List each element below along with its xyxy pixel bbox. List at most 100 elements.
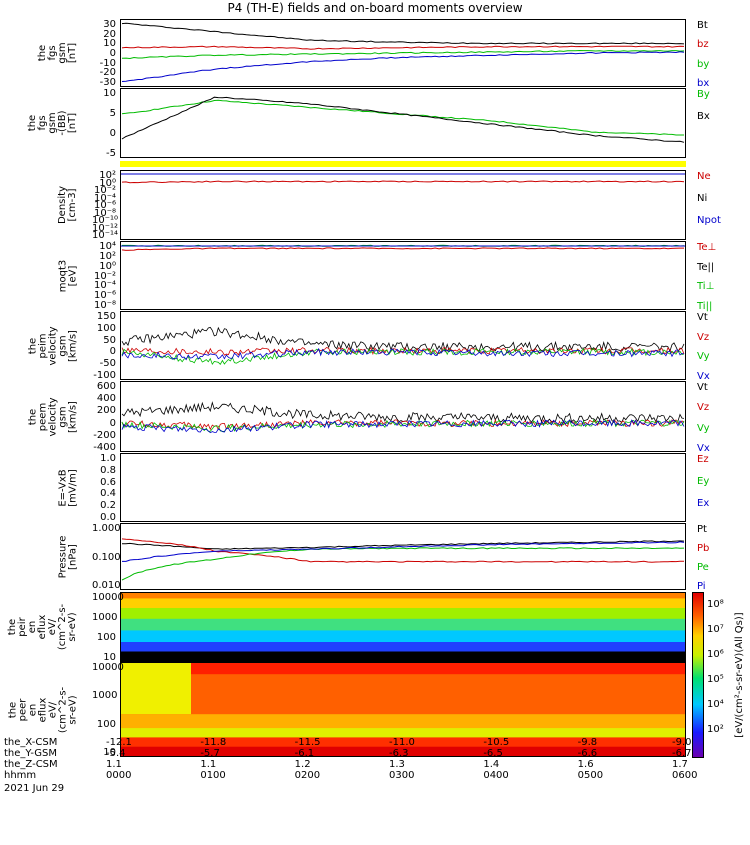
y-tick-label: 20 [103, 28, 116, 40]
y-tick-label: 10 [103, 38, 116, 50]
x-tick-label: 0600 [672, 770, 698, 781]
y-tick-label: 0.010 [92, 580, 121, 591]
panel-plot-area [121, 96, 685, 143]
y-tick-label: 10⁻² [93, 270, 116, 282]
spectrogram-band [121, 651, 685, 661]
legend-te||: Te|| [697, 261, 715, 273]
y-tick-label: 10⁻⁴ [93, 192, 116, 204]
y-tick-label: 1.0 [100, 453, 116, 464]
legend-pt: Pt [697, 524, 707, 535]
y-axis-label: E=-VxB [mV/m] [57, 468, 78, 507]
y-tick-label: 10⁻⁴ [93, 280, 116, 292]
x-tick-label: 0400 [483, 770, 509, 781]
series-line-by [121, 99, 684, 136]
yellow-flag-bar [120, 161, 686, 167]
y-tick-label: -10 [99, 57, 116, 69]
x-tick-label: 0200 [294, 770, 321, 781]
y-tick-label: 400 [96, 393, 116, 405]
y-tick-label: 10⁻² [93, 185, 116, 196]
y-tick-label: 10² [99, 250, 116, 262]
y-tick-label: 0.4 [100, 488, 116, 500]
y-tick-label: 10⁴ [99, 241, 116, 252]
spectrogram-band [121, 663, 685, 675]
x-tick-label: -5.7 [200, 748, 220, 759]
panel-7 [120, 523, 686, 590]
x-tick-label: -5.4 [106, 748, 126, 759]
x-tick-label: -6.7 [672, 748, 692, 759]
colorbar-tick-label: 10⁶ [707, 649, 724, 660]
y-tick-label: 600 [96, 381, 116, 392]
y-tick-label: 10 [103, 747, 116, 758]
legend-by: by [697, 58, 710, 70]
legend-pb: Pb [697, 543, 710, 554]
y-tick-label: 0 [109, 417, 116, 429]
legend-ez: Ez [697, 454, 709, 465]
y-axis-label: the peir en eflux eV/ (cm^2-s- sr-eV) [7, 603, 78, 651]
x-tick-label: 0100 [200, 770, 226, 781]
panel-plot-area [121, 663, 685, 756]
y-tick-label: 10⁻¹⁰ [92, 215, 119, 226]
series-line-ne [121, 180, 685, 184]
chart-title: P4 (TH-E) fields and on-board moments ov… [227, 1, 523, 15]
legend-bt: Bt [697, 20, 708, 31]
y-tick-label: 10⁻⁶ [93, 290, 116, 302]
series-line-bx [121, 51, 685, 82]
series-line-bt [121, 22, 685, 45]
series-line-vz [121, 346, 685, 356]
y-tick-label: 100 [96, 322, 116, 334]
spectrogram-band [121, 593, 685, 599]
y-tick-label: -20 [99, 67, 116, 79]
series-line-pi [122, 541, 685, 562]
y-tick-label: 30 [103, 19, 116, 30]
legend-bz: bz [697, 39, 709, 51]
y-axis-label: Density [cm-3] [57, 185, 78, 225]
y-tick-label: 100 [96, 718, 116, 730]
x-tick-label: -12.1 [106, 737, 132, 748]
y-axis-label: Pressure [nPa] [57, 535, 78, 578]
legend-vt: Vt [697, 382, 708, 393]
spectrogram-band [121, 642, 685, 652]
spectrogram-band [121, 714, 685, 729]
y-tick-label: -100 [93, 370, 116, 381]
x-tick-label: 1.1 [200, 759, 217, 770]
panel-2 [120, 170, 686, 240]
spectrogram-band [121, 608, 685, 620]
y-tick-label: 0 [109, 48, 116, 59]
legend-bx: Bx [697, 111, 710, 122]
panel-plot-area [121, 538, 685, 581]
y-tick-label: 1000 [92, 690, 118, 702]
panel-plot-area [121, 173, 685, 184]
series-line-pb [121, 538, 685, 563]
series-line-pt [122, 540, 685, 550]
y-axis-label: moqt3 [eV] [57, 259, 78, 292]
x-tick-label: 1.1 [106, 759, 122, 770]
x-tick-label: -9.0 [672, 737, 692, 748]
y-tick-label: 10⁻⁸ [93, 207, 116, 219]
y-tick-label: 10 [103, 652, 116, 663]
legend-te⊥: Te⊥ [697, 242, 717, 253]
legend-pe: Pe [697, 562, 709, 573]
spectrogram-band [121, 674, 685, 715]
spectrogram-band [121, 746, 685, 756]
legend-by: By [697, 89, 710, 100]
panel-0 [120, 19, 686, 87]
y-tick-label: -30 [99, 77, 116, 88]
series-line-by [121, 49, 685, 60]
x-tick-label: 1.3 [389, 759, 405, 770]
x-row-label: the_X-CSM [4, 737, 58, 748]
y-tick-label: -400 [93, 442, 116, 453]
y-tick-label: 10² [99, 170, 116, 181]
spectrogram-band [121, 630, 685, 643]
y-tick-label: -50 [99, 358, 116, 370]
x-tick-label: 0500 [577, 770, 604, 781]
x-tick-label: -6.6 [577, 748, 598, 759]
y-tick-label: -5 [106, 148, 116, 159]
y-tick-label: 5 [109, 108, 116, 119]
series-line-te [121, 247, 684, 251]
x-row-label: hhmm [4, 770, 37, 781]
panel-9 [120, 662, 686, 757]
date-label: 2021 Jun 29 [4, 783, 65, 794]
colorbar-tick-label: 10⁴ [707, 699, 724, 710]
panel-3 [120, 241, 686, 310]
series-line-vt [121, 326, 685, 353]
